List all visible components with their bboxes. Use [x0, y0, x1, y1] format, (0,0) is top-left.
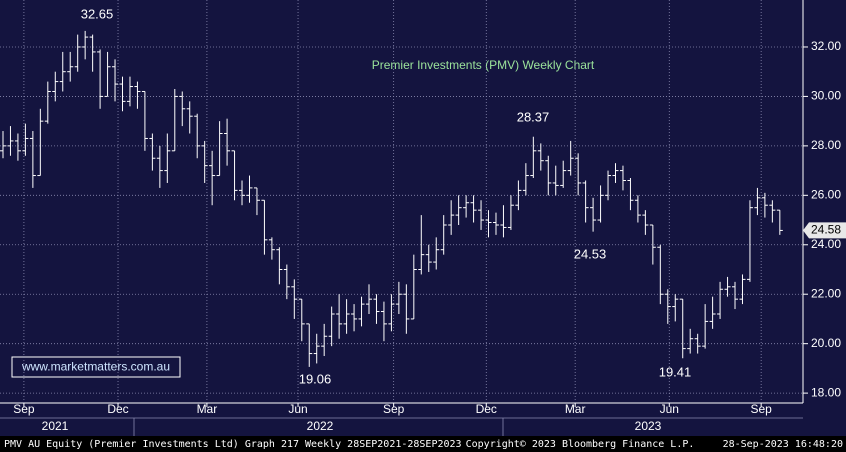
x-tick-label: Jun: [288, 402, 307, 416]
annotation: 32.65: [81, 6, 114, 21]
chart-title: Premier Investments (PMV) Weekly Chart: [372, 58, 595, 72]
footer-center: Copyright© 2023 Bloomberg Finance L.P.: [466, 439, 695, 450]
x-tick-label: Mar: [197, 402, 218, 416]
x-tick-label: Sep: [383, 402, 405, 416]
annotation: 28.37: [517, 109, 550, 124]
footer-right: 28-Sep-2023 16:48:20: [723, 439, 843, 450]
y-tick-label: 28.00: [811, 138, 841, 152]
x-tick-label: Sep: [750, 402, 772, 416]
x-tick-label: Jun: [660, 402, 679, 416]
annotation: 19.41: [659, 364, 692, 379]
footer-left: PMV AU Equity (Premier Investments Ltd) …: [4, 439, 462, 450]
y-tick-label: 22.00: [811, 286, 841, 300]
annotation: 19.06: [299, 371, 332, 386]
y-tick-label: 30.00: [811, 89, 841, 103]
year-label: 2021: [42, 419, 69, 433]
last-price-box: [803, 222, 846, 239]
y-tick-label: 24.00: [811, 237, 841, 251]
year-label: 2023: [635, 419, 662, 433]
x-tick-label: Dec: [476, 402, 497, 416]
watermark: www.marketmatters.com.au: [21, 360, 170, 374]
x-tick-label: Mar: [565, 402, 586, 416]
y-tick-label: 18.00: [811, 385, 841, 399]
x-tick-label: Dec: [107, 402, 128, 416]
watermark-box: [11, 356, 181, 378]
annotation: 24.53: [574, 246, 607, 261]
y-tick-label: 20.00: [811, 336, 841, 350]
y-tick-label: 32.00: [811, 39, 841, 53]
year-label: 2022: [307, 419, 334, 433]
x-tick-label: Sep: [13, 402, 35, 416]
last-price-label: 24.58: [811, 223, 841, 237]
y-tick-label: 26.00: [811, 187, 841, 201]
